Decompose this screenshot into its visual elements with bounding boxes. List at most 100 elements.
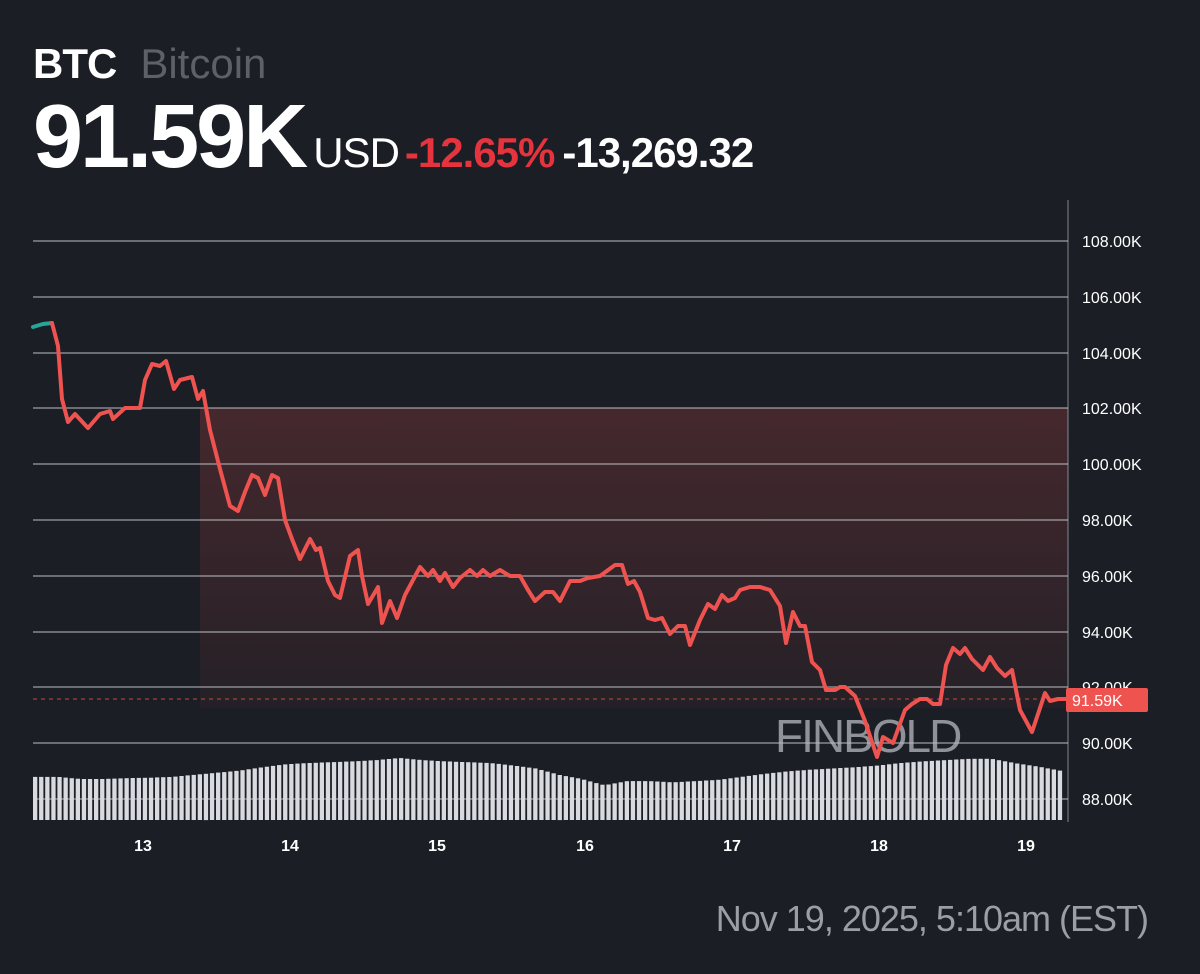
x-tick: 14 <box>281 838 299 855</box>
volume-bar <box>941 760 947 820</box>
volume-bar <box>880 765 886 820</box>
volume-bar <box>1027 765 1032 820</box>
volume-bar <box>356 761 361 820</box>
volume-bar <box>148 777 154 820</box>
volume-bar <box>313 762 318 820</box>
volume-bar <box>508 765 514 820</box>
x-tick: 16 <box>576 838 594 855</box>
volume-bar <box>1015 763 1020 820</box>
volume-bar <box>277 765 282 820</box>
volume-bar <box>502 764 507 820</box>
x-tick: 17 <box>723 838 741 855</box>
volume-bar <box>691 781 697 820</box>
volume-bar <box>697 780 703 820</box>
volume-bar <box>344 761 349 820</box>
price-line <box>50 321 1068 759</box>
volume-bar <box>289 764 294 820</box>
volume-bar <box>1051 769 1056 820</box>
volume-bar <box>728 778 733 820</box>
volume-bar <box>161 777 166 820</box>
volume-bar <box>948 759 953 820</box>
header: BTC Bitcoin 91.59K USD -12.65% -13,269.3… <box>33 40 754 182</box>
volume-bar <box>661 781 666 820</box>
volume-bar <box>142 777 148 820</box>
volume-bar <box>69 778 74 820</box>
volume-bar <box>112 778 117 820</box>
volume-bars <box>33 758 1063 821</box>
volume-bar <box>551 773 556 820</box>
volume-bar <box>722 779 727 820</box>
volume-bar <box>758 774 764 820</box>
volume-bar <box>380 759 385 820</box>
volume-bar <box>533 768 538 820</box>
volume-bar <box>636 781 642 820</box>
volume-bar <box>209 773 215 820</box>
volume-bar <box>972 758 977 820</box>
volume-bar <box>234 770 239 820</box>
volume-bar <box>496 763 501 820</box>
volume-bar <box>606 784 611 820</box>
volume-bar <box>545 771 550 820</box>
volume-bar <box>374 760 379 820</box>
volume-bar <box>850 767 855 820</box>
volume-bar <box>557 775 562 821</box>
volume-bar <box>813 769 819 820</box>
volume-bar <box>649 781 654 820</box>
volume-bar <box>283 764 288 820</box>
volume-bar <box>136 777 141 820</box>
change-absolute: -13,269.32 <box>562 129 754 176</box>
volume-bar <box>612 783 617 820</box>
x-tick: 18 <box>870 838 888 855</box>
y-axis-labels: 108.00K 106.00K 104.00K 102.00K 100.00K … <box>1082 234 1142 809</box>
volume-bar <box>801 770 806 820</box>
asset-name: Bitcoin <box>140 40 267 87</box>
volume-bar <box>954 759 959 820</box>
current-price-tag: 91.59K <box>1066 688 1148 712</box>
volume-bar <box>466 762 471 820</box>
volume-bar <box>710 780 715 820</box>
y-tick: 96.00K <box>1082 569 1133 586</box>
volume-bar <box>832 768 837 820</box>
x-tick: 19 <box>1017 838 1035 855</box>
volume-bar <box>167 777 172 820</box>
volume-bar <box>575 778 581 820</box>
volume-bar <box>624 781 629 820</box>
volume-bar <box>75 778 80 820</box>
volume-bar <box>527 767 532 820</box>
volume-bar <box>1002 761 1008 820</box>
x-tick: 15 <box>428 838 446 855</box>
volume-bar <box>643 781 648 820</box>
volume-bar <box>240 770 245 820</box>
volume-bar <box>478 762 483 820</box>
volume-bar <box>319 762 324 820</box>
volume-bar <box>94 779 99 820</box>
price-line-up <box>31 321 54 329</box>
volume-bar <box>453 761 459 820</box>
volume-bar <box>447 761 453 820</box>
volume-bar <box>1033 766 1038 820</box>
volume-bar <box>917 761 922 820</box>
currency-label: USD <box>313 129 400 176</box>
volume-bar <box>39 776 44 820</box>
volume-bar <box>423 760 428 820</box>
volume-bar <box>856 767 861 820</box>
volume-bar <box>441 761 446 820</box>
volume-bar <box>203 773 209 821</box>
volume-bar <box>826 768 831 820</box>
volume-bar <box>399 758 404 820</box>
volume-bar <box>771 772 776 820</box>
volume-bar <box>600 784 605 820</box>
volume-bar <box>740 776 745 820</box>
volume-bar <box>1021 764 1026 820</box>
volume-bar <box>588 781 593 820</box>
y-tick: 100.00K <box>1082 457 1142 474</box>
volume-bar <box>582 779 587 820</box>
volume-bar <box>264 766 270 820</box>
volume-bar <box>862 766 867 820</box>
y-tick: 104.00K <box>1082 346 1142 363</box>
volume-bar <box>905 762 910 820</box>
volume-bar <box>984 758 989 820</box>
volume-bar <box>472 762 477 820</box>
ticker-row: BTC Bitcoin <box>33 40 753 88</box>
